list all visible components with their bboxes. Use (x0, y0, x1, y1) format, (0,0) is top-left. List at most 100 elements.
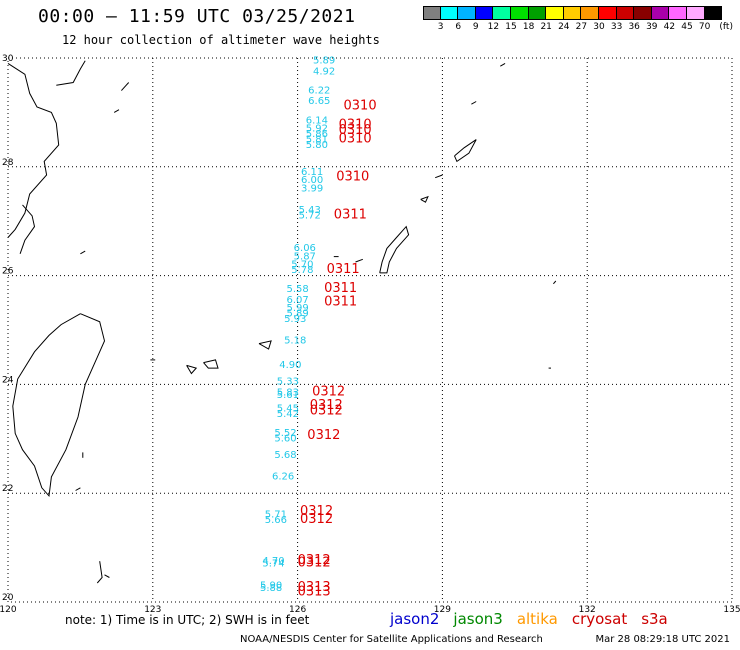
y-tick-label: 28 (2, 158, 14, 168)
colorbar-label: 27 (575, 22, 588, 32)
colorbar-swatch (528, 6, 547, 20)
coastline-path (420, 195, 429, 203)
swh-value-label: 5.92 (306, 123, 328, 134)
swh-value-label: 5.83 (277, 387, 299, 398)
swh-value-label: 5.43 (299, 205, 321, 216)
pass-time-label: 0312 (310, 403, 343, 418)
pass-time-label: 0312 (298, 556, 331, 571)
satellite-legend-cryosat: cryosat (571, 610, 628, 628)
swh-value-label: 3.99 (301, 183, 323, 194)
colorbar-swatch (546, 6, 564, 20)
swh-value-label: 6.22 (308, 85, 330, 96)
pass-time-label: 0310 (339, 123, 372, 138)
swh-value-label: 5.52 (274, 428, 296, 439)
coastline-path (258, 340, 272, 350)
colorbar-label: 12 (487, 22, 500, 32)
colorbar-label: 30 (593, 22, 605, 32)
x-tick-label: 135 (723, 605, 740, 615)
colorbar-label: 6 (455, 22, 462, 32)
swh-value-label: 6.00 (301, 175, 323, 186)
y-tick-label: 24 (2, 375, 14, 385)
colorbar-swatch (475, 6, 494, 20)
colorbar-swatch (581, 6, 599, 20)
map-subtitle: 12 hour collection of altimeter wave hei… (62, 33, 380, 47)
coastline-path (435, 174, 443, 179)
coastline-path (186, 364, 198, 375)
swh-value-label: 5.89 (286, 308, 308, 319)
swh-value-label: 5.66 (265, 515, 287, 526)
pass-time-label: 0311 (324, 281, 357, 296)
swh-value-label: 6.11 (301, 167, 323, 178)
coastline-path (113, 109, 120, 113)
colorbar-label: 15 (505, 22, 517, 32)
x-tick-label: 126 (289, 605, 306, 615)
coastline-path (471, 101, 477, 105)
swh-value-label: 5.86 (306, 129, 328, 140)
pass-time-label: 0312 (312, 384, 345, 399)
swh-value-label: 5.72 (299, 211, 321, 222)
swh-value-label: 5.93 (284, 314, 306, 325)
colorbar-label: 33 (610, 22, 623, 32)
map-grid (7, 57, 733, 603)
x-tick-label: 129 (434, 605, 451, 615)
credit-timestamp: Mar 28 08:29:18 UTC 2021 (595, 634, 731, 645)
swh-value-label: 5.60 (274, 434, 296, 445)
swh-value-label: 5.99 (286, 303, 308, 314)
colorbar-label: 39 (646, 22, 658, 32)
coastline-path (80, 250, 86, 255)
swh-value-label: 6.65 (308, 96, 330, 107)
pass-time-label: 0311 (334, 208, 367, 223)
colorbar-label: 9 (472, 22, 479, 32)
y-tick-label: 22 (2, 484, 13, 494)
pass-time-label: 0310 (339, 118, 372, 133)
colorbar-swatch (493, 6, 511, 20)
colorbar-label: 3 (437, 22, 444, 32)
swh-value-label: 5.80 (306, 140, 328, 151)
swh-colorbar (423, 6, 723, 20)
coastline-path (56, 60, 86, 86)
pass-time-label: 0312 (300, 512, 333, 527)
colorbar-label: 45 (681, 22, 693, 32)
swh-value-label: 5.61 (277, 390, 299, 401)
pass-time-label: 0311 (327, 262, 360, 277)
coastline-path (104, 574, 110, 578)
colorbar-swatch (563, 6, 582, 20)
colorbar-unit: (ft) (719, 22, 733, 32)
colorbar-swatch (598, 6, 617, 20)
swh-value-label: 5.68 (274, 450, 296, 461)
x-tick-label: 132 (579, 605, 596, 615)
coastline-path (121, 82, 130, 91)
pass-time-label: 0313 (298, 580, 331, 595)
swh-value-label: 5.89 (313, 55, 335, 66)
satellite-legend: jason2 jason3 altika cryosat s3a (390, 610, 668, 628)
swh-value-label: 4.90 (279, 360, 301, 371)
pass-time-label: 0311 (324, 295, 357, 310)
y-tick-label: 26 (2, 267, 14, 277)
colorbar-label: 36 (628, 22, 640, 32)
swh-value-label: 6.06 (294, 243, 316, 254)
coastlines (7, 60, 557, 584)
y-tick-label: 30 (2, 54, 14, 64)
swh-value-label: 5.87 (294, 251, 316, 262)
colorbar-swatch (651, 6, 670, 20)
colorbar-swatch (686, 6, 705, 20)
swh-value-label: 5.18 (284, 336, 306, 347)
colorbar-swatch (704, 6, 723, 20)
observation-labels: 5.894.926.226.656.145.925.865.815.806.11… (260, 55, 335, 594)
satellite-legend-jason3: jason3 (453, 610, 503, 628)
swh-value-label: 5.70 (291, 259, 313, 270)
colorbar-label: 21 (540, 22, 552, 32)
coastline-path (379, 225, 410, 274)
swh-value-label: 4.92 (313, 66, 335, 77)
credit-line: NOAA/NESDIS Center for Satellite Applica… (240, 634, 730, 645)
y-tick-label: 20 (2, 593, 14, 603)
swh-value-label: 5.90 (260, 580, 282, 591)
coastline-path (12, 313, 106, 498)
coastline-path (500, 62, 506, 67)
colorbar-swatch (669, 6, 687, 20)
colorbar-label: 18 (522, 22, 535, 32)
swh-value-label: 5.88 (260, 583, 282, 594)
swh-value-label: 5.45 (277, 404, 299, 415)
swh-value-label: 5.58 (286, 284, 308, 295)
